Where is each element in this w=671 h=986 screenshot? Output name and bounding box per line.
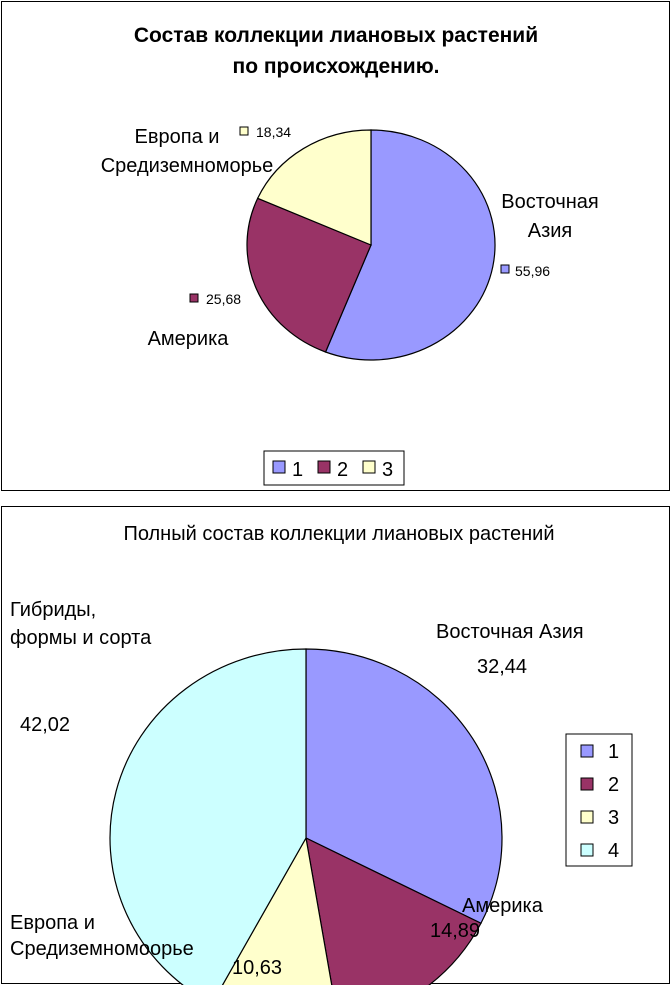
- value-marker-europe: [239, 126, 249, 136]
- pie-slice-america: [246, 197, 372, 353]
- slice-name-east-asia-line-2: Азия: [528, 220, 573, 242]
- legend-swatch-4: [580, 843, 594, 857]
- legend-full: 1 2 3 4: [565, 733, 633, 867]
- legend-label-2: 2: [337, 459, 348, 481]
- slice-name-europe-line-1: Европа и: [10, 912, 95, 934]
- legend-swatch-3: [580, 810, 594, 824]
- value-marker-america: [189, 293, 199, 303]
- slice-name-america: Америка: [148, 328, 230, 350]
- value-label-east-asia: 32,44: [477, 656, 527, 678]
- chart-panel-origin: Состав коллекции лиановых растений по пр…: [1, 1, 670, 491]
- legend-label-4: 4: [608, 840, 619, 862]
- pie-chart-origin: Состав коллекции лиановых растений по пр…: [101, 24, 599, 486]
- chart-title-line-1: Состав коллекции лиановых растений: [134, 24, 538, 47]
- chart-panel-full: Полный состав коллекции лиановых растени…: [1, 506, 670, 985]
- slice-name-europe-line-1: Европа и: [135, 126, 220, 148]
- pie-slice-europe: [221, 836, 333, 985]
- legend-swatch-1: [580, 744, 594, 758]
- pie-slice-europe: [256, 129, 372, 246]
- slice-name-europe-line-2: Средиземноморье: [101, 155, 274, 177]
- slice-name-hybrids-line-1: Гибриды,: [10, 599, 96, 621]
- value-label-america: 25,68: [206, 291, 241, 307]
- pie-slice-east-asia: [324, 129, 496, 361]
- value-label-europe: 10,63: [232, 957, 282, 979]
- legend-origin: 1 2 3: [263, 450, 405, 486]
- slice-name-europe-line-2: Средиземномоорье: [10, 938, 194, 960]
- legend-label-1: 1: [292, 459, 303, 481]
- value-label-hybrids: 42,02: [20, 714, 70, 736]
- legend-swatch-2: [580, 777, 594, 791]
- legend-label-1: 1: [608, 741, 619, 763]
- value-label-east-asia: 55,96: [515, 263, 550, 279]
- slice-name-east-asia: Восточная Азия: [436, 621, 584, 643]
- slice-name-east-asia-line-1: Восточная: [501, 191, 599, 213]
- pie-chart-full: Полный состав коллекции лиановых растени…: [10, 523, 633, 985]
- value-label-america: 14,89: [430, 920, 480, 942]
- value-marker-east-asia: [500, 264, 510, 274]
- chart-title-line-2: по происхождению.: [233, 55, 440, 78]
- value-label-europe: 18,34: [256, 124, 291, 140]
- legend-swatch-1: [272, 460, 286, 474]
- slice-name-hybrids-line-2: формы и сорта: [10, 627, 152, 649]
- slice-name-america: Америка: [462, 895, 544, 917]
- pie-slice-east-asia: [305, 648, 503, 925]
- legend-label-3: 3: [382, 459, 393, 481]
- chart-title: Полный состав коллекции лиановых растени…: [123, 523, 554, 545]
- legend-swatch-3: [362, 460, 376, 474]
- legend-label-3: 3: [608, 807, 619, 829]
- pie-slice-hybrids: [109, 648, 307, 985]
- legend-swatch-2: [317, 460, 331, 474]
- legend-label-2: 2: [608, 774, 619, 796]
- pie-slice-america: [305, 836, 482, 985]
